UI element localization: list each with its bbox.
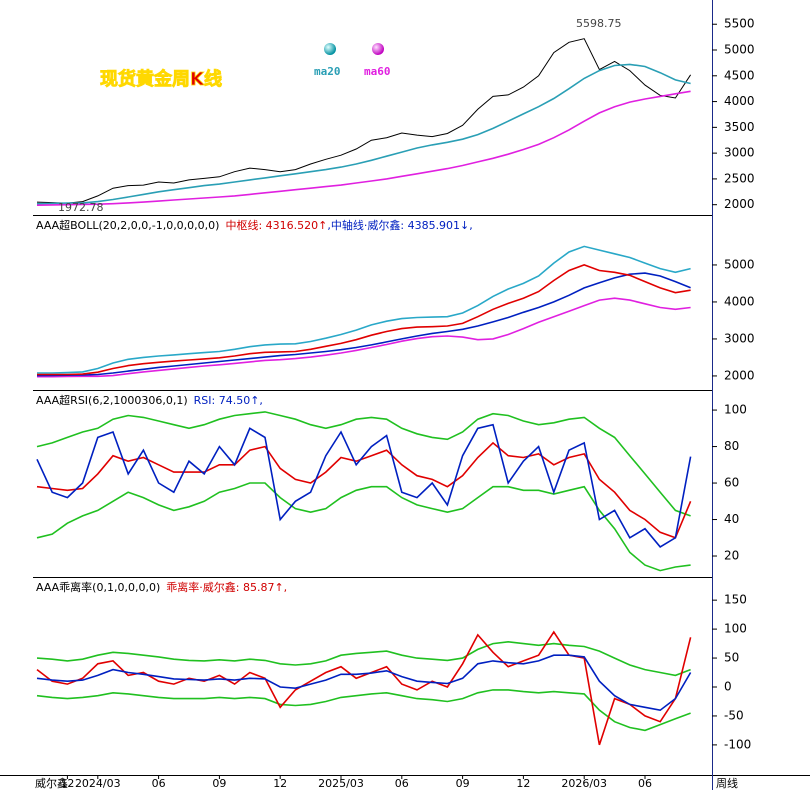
y-tick-label: 2000 [724, 197, 755, 211]
y-tick-label: 0 [724, 680, 732, 694]
y-tick-label: 3000 [724, 331, 755, 345]
series-line [37, 297, 691, 378]
y-tick-label: 4000 [724, 94, 755, 108]
readout: RSI: 74.50↑, [194, 394, 263, 407]
x-tick-label: 12 [516, 777, 530, 790]
y-tick-label: 4000 [724, 294, 755, 308]
series-line [37, 245, 691, 374]
footer-left: 威尔鑫 [35, 776, 68, 790]
panel-title: AAA乖离率(0,1,0,0,0,0) [36, 580, 160, 594]
y-tick-label: 60 [724, 476, 739, 490]
annotation: 1972.78 [58, 201, 104, 214]
x-tick-label: 2024/03 [75, 777, 121, 790]
panel-title: AAA超BOLL(20,2,0,0,-1,0,0,0,0,0) [36, 218, 219, 232]
y-tick-label: 150 [724, 593, 747, 607]
x-tick-label: 2026/03 [561, 777, 607, 790]
x-tick-label: 2025/03 [318, 777, 364, 790]
y-tick-label: -100 [724, 737, 751, 751]
y-tick-label: 2000 [724, 368, 755, 382]
readout: 乖离率·威尔鑫: 85.87↑, [166, 580, 287, 594]
x-tick-label: 12 [273, 777, 287, 790]
legend-label: ma60 [364, 65, 391, 78]
y-tick-label: 3500 [724, 120, 755, 134]
series-line [36, 38, 692, 204]
y-tick-label: -50 [724, 708, 744, 722]
series-line [36, 654, 692, 712]
series-line [36, 640, 691, 677]
readout: ,中轴线·威尔鑫: 4385.901↓, [327, 218, 472, 232]
y-tick-label: 20 [724, 549, 739, 563]
y-tick-label: 100 [724, 403, 747, 417]
panel-header: AAA超BOLL(20,2,0,0,-1,0,0,0,0,0) 中枢线: 4316… [36, 218, 473, 232]
y-tick-label: 100 [724, 622, 747, 636]
legend-ball [372, 43, 384, 55]
y-tick-label: 50 [724, 651, 739, 665]
x-tick-label: 09 [212, 777, 226, 790]
panel-header: AAA超RSI(6,2,1000306,0,1) RSI: 74.50↑, [36, 393, 263, 407]
x-tick-label: 06 [152, 777, 166, 790]
y-tick-label: 2500 [724, 171, 755, 185]
legend-ball [324, 43, 336, 55]
x-tick-label: 09 [456, 777, 470, 790]
chart-title: 现货黄金周K线 [100, 68, 222, 90]
x-tick-label: 06 [395, 777, 409, 790]
series-line [36, 423, 692, 548]
y-tick-label: 5000 [724, 43, 755, 57]
y-tick-label: 5000 [724, 257, 755, 271]
series-line [36, 63, 691, 205]
x-tick-label: 06 [638, 777, 652, 790]
series-line [36, 689, 691, 732]
series-line [36, 411, 691, 517]
x-tick-label: 12 [60, 777, 74, 790]
panel-header: AAA乖离率(0,1,0,0,0,0) 乖离率·威尔鑫: 85.87↑, [36, 580, 287, 594]
y-tick-label: 5500 [724, 17, 755, 31]
legend-label: ma20 [314, 65, 341, 78]
y-tick-label: 4500 [724, 68, 755, 82]
panel-title: AAA超RSI(6,2,1000306,0,1) [36, 393, 188, 407]
series-line [36, 272, 691, 377]
series-line [36, 482, 691, 572]
y-tick-label: 80 [724, 439, 739, 453]
series-line [37, 264, 691, 376]
y-tick-label: 40 [724, 512, 739, 526]
annotation: 5598.75 [576, 17, 622, 30]
readout: 中枢线: 4316.520↑ [225, 218, 327, 232]
y-tick-label: 3000 [724, 146, 755, 160]
series-line [36, 90, 691, 206]
footer-right: 周线 [716, 776, 738, 790]
series-line [36, 441, 692, 539]
